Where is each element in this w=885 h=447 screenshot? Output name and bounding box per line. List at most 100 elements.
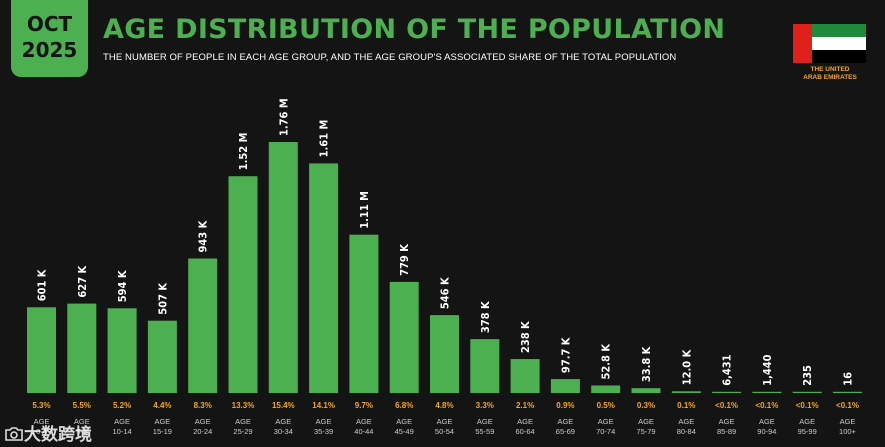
tick-label: AGE (437, 417, 453, 426)
tick-label: 70-74 (596, 427, 615, 436)
share-label: 5.5% (73, 401, 91, 410)
tick-label: 5-9 (76, 427, 87, 436)
data-label: 1.61 M (318, 120, 331, 158)
bar (430, 315, 459, 393)
bar (510, 359, 540, 393)
data-label: 1.76 M (277, 98, 290, 136)
bar (550, 379, 580, 393)
share-label: 0.9% (556, 401, 574, 410)
data-label: 378 K (479, 301, 492, 333)
bar (27, 307, 56, 393)
tick-label: AGE (356, 417, 372, 426)
tick-label: 40-44 (354, 427, 373, 436)
tick-label: AGE (74, 417, 90, 426)
data-label: 546 K (439, 277, 452, 309)
uae-flag-icon (793, 24, 866, 63)
tick-label: 10-14 (113, 427, 132, 436)
share-label: 4.8% (435, 401, 453, 410)
share-label: <0.1% (715, 401, 738, 410)
tick-label: AGE (840, 417, 856, 426)
tick-label: 55-59 (475, 427, 494, 436)
bar (107, 308, 137, 393)
bar (147, 320, 177, 393)
tick-label: 25-29 (233, 427, 252, 436)
data-label: 16 (842, 372, 855, 386)
tick-label: AGE (34, 417, 50, 426)
tick-label: AGE (396, 417, 412, 426)
data-label: 6,431 (721, 354, 734, 385)
share-label: 0.5% (597, 401, 615, 410)
share-label: 2.1% (516, 401, 534, 410)
tick-label: AGE (598, 417, 614, 426)
bar (67, 303, 97, 393)
tick-label: AGE (678, 417, 694, 426)
badge-month: OCT (26, 12, 73, 36)
bar (631, 388, 661, 393)
share-label: 3.3% (476, 401, 494, 410)
tick-label: 45-49 (395, 427, 414, 436)
share-label: 15.4% (272, 401, 295, 410)
data-label: 594 K (116, 270, 129, 302)
tick-label: AGE (316, 417, 332, 426)
tick-label: 95-99 (798, 427, 817, 436)
data-label: 238 K (519, 321, 532, 353)
bar (833, 391, 862, 393)
data-label: 1.11 M (358, 191, 371, 229)
share-label: 6.8% (395, 401, 413, 410)
tick-label: 80-84 (677, 427, 696, 436)
data-label: 235 (801, 365, 814, 386)
tick-label: AGE (195, 417, 211, 426)
data-label: 943 K (197, 220, 210, 252)
tick-label: 100+ (839, 427, 857, 436)
tick-label: 50-54 (435, 427, 454, 436)
bar (268, 142, 298, 393)
bar (389, 281, 419, 393)
share-label: 5.3% (32, 401, 50, 410)
tick-label: 75-79 (636, 427, 655, 436)
bar (309, 163, 339, 393)
country-line-1: THE UNITED (810, 66, 850, 73)
tick-label: AGE (114, 417, 130, 426)
tick-label: 0-4 (36, 427, 47, 436)
data-label: 627 K (76, 265, 89, 297)
data-label: 12.0 K (680, 349, 693, 385)
tick-label: 20-24 (193, 427, 212, 436)
flag-black-band (812, 50, 866, 63)
watermark: 大数跨境 (4, 420, 92, 445)
share-label: 5.2% (113, 401, 131, 410)
tick-label: 35-39 (314, 427, 333, 436)
tick-label: AGE (638, 417, 654, 426)
bar (188, 258, 218, 393)
tick-label: AGE (477, 417, 493, 426)
tick-label: AGE (557, 417, 573, 426)
tick-label: AGE (759, 417, 775, 426)
bar (671, 391, 701, 393)
tick-label: 85-89 (717, 427, 736, 436)
share-label: 13.3% (232, 401, 255, 410)
country-label: THE UNITED ARAB EMIRATES (795, 66, 865, 82)
flag-red-band (793, 24, 812, 63)
data-label: 1.52 M (237, 133, 250, 171)
tick-label: AGE (799, 417, 815, 426)
share-label: <0.1% (755, 401, 778, 410)
data-label: 601 K (36, 269, 49, 301)
share-label: 8.3% (194, 401, 212, 410)
bar (470, 339, 500, 393)
camera-logo-icon (5, 427, 23, 441)
flag-white-band (812, 37, 866, 50)
tick-label: AGE (719, 417, 735, 426)
country-line-2: ARAB EMIRATES (803, 74, 857, 81)
page-title: AGE DISTRIBUTION OF THE POPULATION (103, 14, 726, 45)
tick-label: 60-64 (516, 427, 535, 436)
data-label: 507 K (156, 283, 169, 315)
bar (228, 176, 258, 393)
share-label: 0.3% (637, 401, 655, 410)
tick-label: AGE (517, 417, 533, 426)
badge-year: 2025 (21, 38, 78, 62)
tick-label: AGE (154, 417, 170, 426)
page-subtitle: THE NUMBER OF PEOPLE IN EACH AGE GROUP, … (103, 52, 677, 63)
data-label: 97.7 K (559, 337, 572, 373)
data-label: 1,440 (761, 354, 774, 385)
tick-label: AGE (275, 417, 291, 426)
